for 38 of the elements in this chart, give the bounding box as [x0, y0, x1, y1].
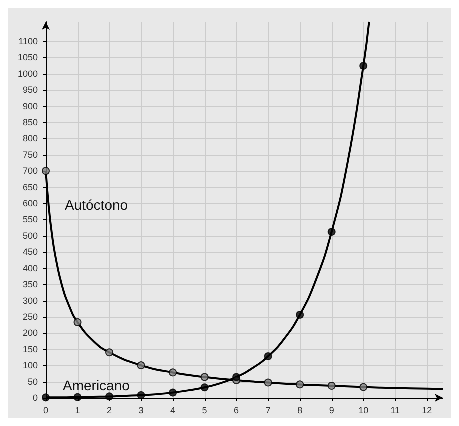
x-tick-label: 12: [422, 406, 432, 416]
y-tick-label: 50: [28, 376, 38, 387]
x-tick-label: 5: [202, 406, 208, 416]
y-tick-label: 950: [22, 85, 38, 96]
x-tick-label: 4: [170, 406, 176, 416]
x-tick-label: 8: [298, 406, 303, 416]
y-tick-label: 700: [22, 166, 38, 176]
x-tick-label: 0: [43, 406, 49, 416]
x-tick-label: 7: [266, 406, 271, 416]
y-tick-label: 550: [22, 214, 38, 225]
y-tick-label: 400: [22, 263, 38, 274]
y-tick-label: 850: [22, 117, 38, 128]
x-tick-label: 1: [75, 406, 80, 416]
series-label: Americano: [63, 378, 130, 394]
y-tick-label: 300: [22, 296, 38, 306]
y-tick-label: 600: [22, 198, 38, 209]
y-tick-label: 900: [22, 101, 38, 112]
x-tick-label: 11: [390, 406, 400, 416]
y-tick-label: 500: [22, 230, 38, 241]
y-tick-label: 800: [22, 134, 38, 144]
x-tick-label: 3: [138, 406, 144, 416]
x-tick-label: 10: [358, 406, 369, 416]
y-tick-label: 750: [22, 150, 38, 160]
x-tick-label: 2: [107, 406, 112, 416]
x-tick-label: 6: [234, 406, 240, 416]
y-tick-label: 200: [22, 328, 38, 338]
series-label: Autóctono: [65, 197, 128, 214]
y-tick-label: 350: [22, 280, 38, 290]
y-tick-label: 0: [32, 393, 38, 403]
y-tick-label: 150: [22, 344, 38, 354]
y-tick-label: 450: [22, 247, 38, 258]
y-tick-label: 1000: [18, 68, 38, 79]
y-tick-label: 100: [22, 360, 38, 371]
x-tick-label: 9: [329, 406, 334, 416]
y-tick-label: 1100: [18, 36, 38, 46]
y-tick-label: 250: [22, 312, 38, 322]
y-tick-label: 650: [22, 182, 38, 192]
y-tick-label: 1050: [18, 52, 38, 63]
